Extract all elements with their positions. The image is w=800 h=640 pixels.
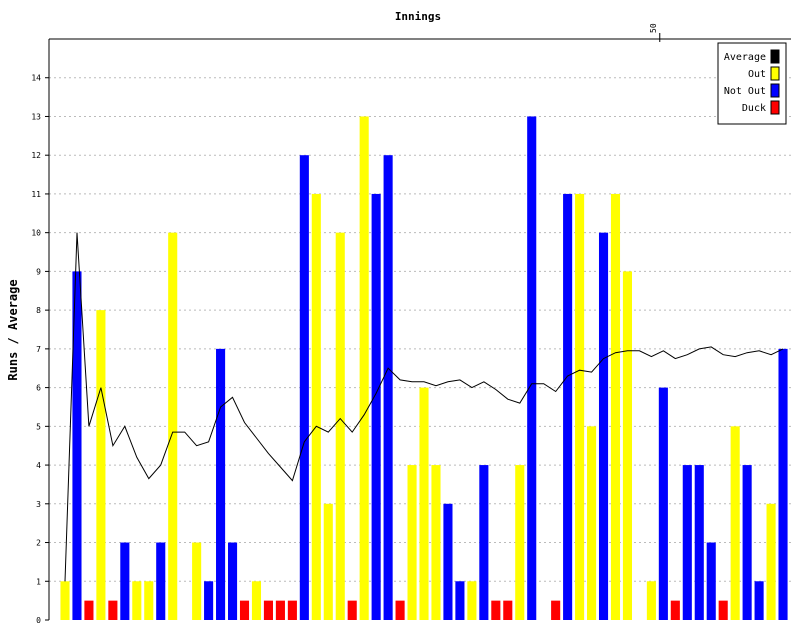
bar-innings-3: [84, 600, 94, 620]
bar-innings-39: [515, 465, 525, 620]
y-tick-label: 3: [36, 500, 41, 509]
bar-innings-28: [383, 155, 393, 620]
bar-innings-18: [263, 600, 273, 620]
bar-innings-47: [610, 193, 621, 620]
bar-innings-19: [275, 600, 285, 620]
bar-innings-16: [239, 600, 250, 620]
bar-innings-46: [598, 232, 609, 620]
y-tick-label: 2: [36, 539, 41, 548]
bar-innings-38: [503, 600, 513, 620]
bar-innings-51: [658, 387, 668, 620]
bar-innings-15: [227, 542, 238, 620]
bar-innings-33: [443, 503, 453, 620]
bar-innings-60: [766, 503, 776, 620]
y-tick-label: 5: [36, 422, 41, 431]
bar-innings-21: [299, 155, 309, 620]
bar-innings-34: [455, 581, 465, 620]
bar-innings-53: [682, 465, 692, 620]
legend-swatch-not-out: [770, 83, 780, 98]
axes: [45, 33, 791, 621]
bar-innings-61: [778, 348, 788, 620]
innings-bars: [60, 116, 788, 620]
chart-title: Innings: [395, 10, 441, 23]
bar-innings-22: [311, 193, 321, 620]
bar-innings-37: [491, 600, 501, 620]
y-tick-label: 10: [31, 229, 41, 238]
bar-innings-8: [144, 581, 154, 620]
bar-innings-36: [479, 465, 489, 620]
bar-innings-52: [670, 600, 680, 620]
legend-label-duck: Duck: [742, 103, 766, 114]
bar-innings-55: [706, 542, 716, 620]
bar-innings-1: [60, 581, 70, 620]
bar-innings-31: [419, 387, 429, 620]
bar-innings-27: [371, 193, 381, 620]
bar-innings-25: [347, 600, 357, 620]
bar-innings-10: [168, 232, 178, 620]
bar-innings-4: [96, 310, 106, 620]
bar-innings-50: [646, 581, 656, 620]
y-tick-label: 11: [31, 190, 41, 199]
y-tick-label: 0: [36, 616, 41, 625]
bar-innings-35: [467, 581, 477, 620]
legend: Average Out Not Out Duck: [717, 42, 787, 125]
bar-innings-20: [287, 600, 297, 620]
legend-swatch-out: [770, 66, 780, 81]
bar-innings-5: [108, 600, 118, 620]
bar-innings-7: [132, 581, 142, 620]
bar-innings-56: [718, 600, 728, 620]
bar-innings-40: [527, 116, 537, 620]
bar-innings-45: [587, 426, 597, 620]
average-line: [64, 232, 784, 582]
y-tick-label: 13: [31, 112, 41, 121]
y-tick-label: 8: [36, 306, 41, 315]
bar-innings-12: [192, 542, 202, 620]
y-tick-label: 6: [36, 384, 41, 393]
x-tick-labels: 50: [649, 23, 658, 33]
bar-innings-29: [395, 600, 405, 620]
legend-swatch-average: [770, 49, 780, 64]
bar-innings-24: [335, 232, 345, 620]
bar-innings-43: [563, 193, 573, 620]
average-series: [64, 232, 784, 582]
y-tick-label: 9: [36, 267, 41, 276]
y-tick-label: 12: [31, 151, 41, 160]
y-tick-label: 1: [36, 577, 41, 586]
bar-innings-2: [72, 271, 82, 620]
bar-innings-23: [323, 503, 333, 620]
bar-innings-6: [120, 542, 130, 620]
legend-swatch-duck: [770, 100, 780, 115]
y-tick-label: 14: [31, 74, 41, 83]
bar-innings-17: [251, 581, 262, 620]
bar-innings-44: [575, 193, 585, 620]
y-tick-label: 4: [36, 461, 41, 470]
bar-innings-58: [742, 465, 752, 620]
legend-label-average: Average: [724, 52, 766, 63]
bar-innings-42: [551, 600, 561, 620]
bar-innings-9: [156, 542, 166, 620]
legend-label-not-out: Not Out: [724, 86, 766, 97]
y-axis-label: Runs / Average: [6, 279, 20, 380]
bar-innings-13: [204, 581, 214, 620]
bar-innings-26: [359, 116, 369, 620]
bar-innings-57: [730, 426, 740, 620]
bar-innings-48: [622, 271, 633, 620]
y-tick-label: 7: [36, 345, 41, 354]
bar-innings-59: [754, 581, 764, 620]
bar-innings-14: [216, 348, 226, 620]
legend-label-out: Out: [748, 69, 766, 80]
bar-innings-54: [694, 465, 704, 620]
x-tick-label: 50: [649, 23, 658, 33]
bar-innings-30: [407, 465, 417, 620]
bar-innings-32: [431, 465, 441, 620]
